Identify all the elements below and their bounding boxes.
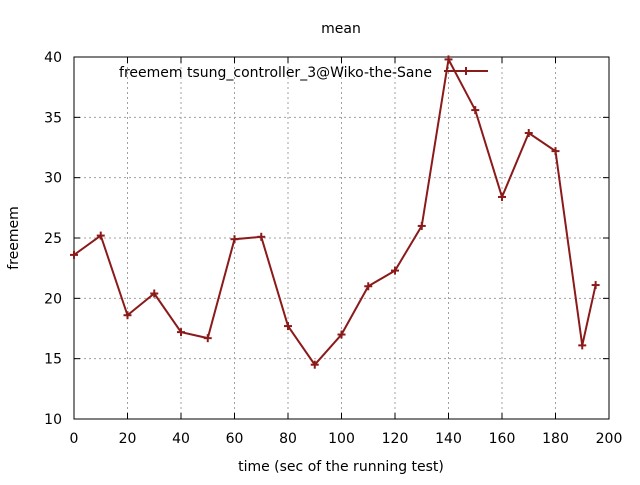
y-tick-label: 25 xyxy=(44,231,62,247)
y-axis-tick-labels: 10 15 20 25 30 35 40 xyxy=(44,50,62,428)
data-point xyxy=(417,221,426,230)
x-tick-label: 0 xyxy=(70,431,79,447)
data-point xyxy=(444,55,453,64)
data-point xyxy=(524,129,533,138)
grid xyxy=(74,57,609,419)
data-point xyxy=(364,282,373,291)
x-tick-label: 100 xyxy=(328,431,355,447)
x-axis-label: time (sec of the running test) xyxy=(238,459,444,475)
legend-label: freemem tsung_controller_3@Wiko-the-Sane xyxy=(119,65,432,81)
x-tick-label: 120 xyxy=(382,431,409,447)
y-tick-label: 10 xyxy=(44,412,62,428)
data-point xyxy=(578,341,587,350)
data-point xyxy=(230,235,239,244)
axis-ticks xyxy=(73,56,610,420)
x-tick-label: 200 xyxy=(596,431,623,447)
data-point xyxy=(391,266,399,275)
data-point xyxy=(150,289,159,298)
data-point xyxy=(310,360,319,369)
y-tick-label: 20 xyxy=(44,291,62,307)
legend-marker xyxy=(462,67,470,75)
data-point xyxy=(96,231,105,240)
data-point xyxy=(337,330,346,339)
chart-title: mean xyxy=(321,21,361,37)
x-tick-label: 20 xyxy=(119,431,137,447)
x-tick-label: 60 xyxy=(226,431,244,447)
x-tick-label: 140 xyxy=(435,431,462,447)
x-tick-label: 40 xyxy=(172,431,190,447)
data-point xyxy=(177,328,185,337)
x-axis-tick-labels: 0 20 40 60 80 100 120 140 160 180 200 xyxy=(70,431,623,447)
data-point xyxy=(471,106,480,115)
series-points xyxy=(70,55,600,369)
y-tick-label: 40 xyxy=(44,50,62,66)
legend: freemem tsung_controller_3@Wiko-the-Sane xyxy=(119,65,488,81)
series-line xyxy=(73,56,597,367)
y-tick-label: 35 xyxy=(44,110,62,126)
data-point xyxy=(284,322,292,331)
data-point xyxy=(70,250,78,259)
x-tick-label: 180 xyxy=(542,431,569,447)
data-point xyxy=(123,311,132,320)
data-point xyxy=(257,232,266,241)
data-point xyxy=(591,281,600,290)
data-point xyxy=(498,192,506,201)
y-tick-label: 30 xyxy=(44,171,62,187)
x-tick-label: 160 xyxy=(489,431,516,447)
x-tick-label: 80 xyxy=(279,431,297,447)
data-point xyxy=(203,334,212,343)
y-tick-label: 15 xyxy=(44,352,62,368)
y-axis-label: freemem xyxy=(6,206,22,270)
data-point xyxy=(551,147,560,156)
